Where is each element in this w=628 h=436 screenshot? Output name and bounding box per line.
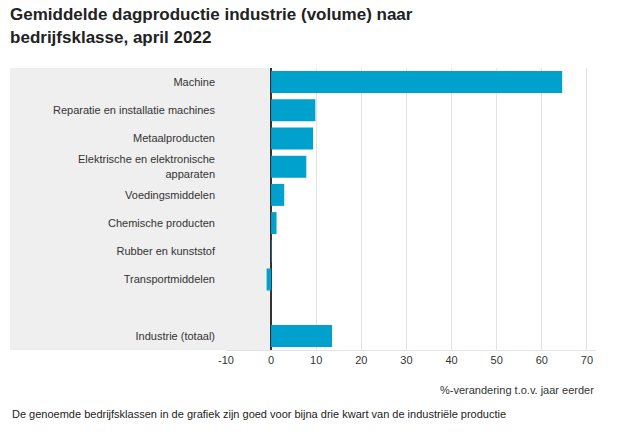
- svg-text:Metaalproducten: Metaalproducten: [133, 132, 215, 144]
- svg-text:50: 50: [491, 354, 503, 366]
- svg-text:10: 10: [310, 354, 322, 366]
- svg-text:Industrie (totaal): Industrie (totaal): [136, 330, 215, 342]
- svg-text:%-verandering t.o.v. jaar eerd: %-verandering t.o.v. jaar eerder: [440, 384, 594, 396]
- svg-text:Voedingsmiddelen: Voedingsmiddelen: [125, 189, 215, 201]
- svg-text:20: 20: [355, 354, 367, 366]
- svg-text:-10: -10: [218, 354, 234, 366]
- svg-text:30: 30: [400, 354, 412, 366]
- svg-text:Gemiddelde dagproductie indust: Gemiddelde dagproductie industrie (volum…: [10, 5, 413, 46]
- svg-text:0: 0: [268, 354, 274, 366]
- svg-text:De genoemde bedrijfsklassen in: De genoemde bedrijfsklassen in de grafie…: [12, 408, 506, 420]
- svg-text:Transportmiddelen: Transportmiddelen: [124, 273, 215, 285]
- svg-text:40: 40: [445, 354, 457, 366]
- svg-text:Machine: Machine: [173, 76, 215, 88]
- svg-text:Chemische producten: Chemische producten: [108, 217, 215, 229]
- svg-text:Rubber en kunststof: Rubber en kunststof: [117, 245, 216, 257]
- svg-text:Elektrische en elektronischeap: Elektrische en elektronischeapparaten: [78, 153, 215, 179]
- svg-text:70: 70: [581, 354, 593, 366]
- svg-text:Reparatie en installatie machi: Reparatie en installatie machines: [53, 104, 216, 116]
- svg-text:60: 60: [536, 354, 548, 366]
